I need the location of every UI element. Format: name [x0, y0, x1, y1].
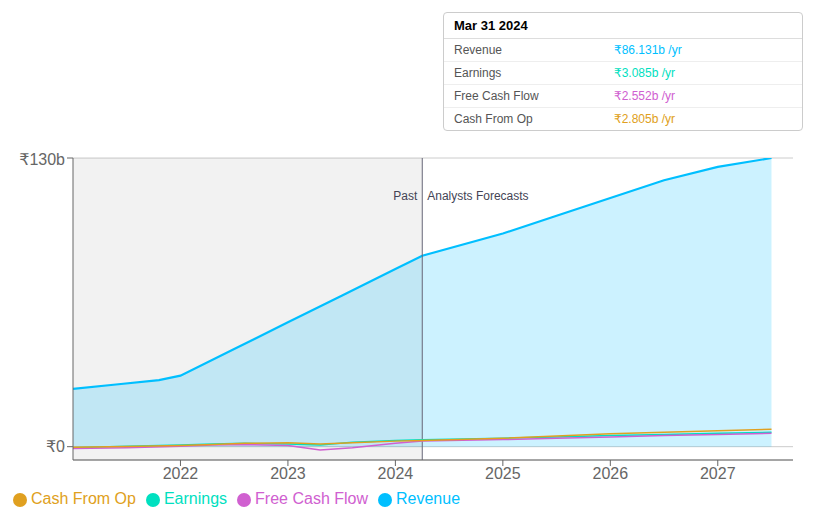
svg-text:2027: 2027 [700, 465, 736, 482]
html-text:Revenue: Revenue [454, 43, 502, 57]
svg-text:2023: 2023 [270, 465, 306, 482]
html-text:₹2.552b /yr: ₹2.552b /yr [614, 89, 675, 103]
svg-text:2026: 2026 [593, 465, 629, 482]
html-text:₹3.085b /yr: ₹3.085b /yr [614, 66, 675, 80]
html-text:Earnings: Earnings [454, 66, 502, 80]
svg-text:₹0: ₹0 [46, 438, 65, 455]
html-text:Revenue: Revenue [396, 490, 460, 507]
html-text:Free Cash Flow: Free Cash Flow [255, 490, 368, 507]
html-text:Cash From Op: Cash From Op [454, 112, 533, 126]
html-text:Mar 31 2024: Mar 31 2024 [454, 18, 528, 33]
html-text:Cash From Op: Cash From Op [31, 490, 136, 507]
html-text:₹86.131b /yr: ₹86.131b /yr [614, 43, 682, 57]
html-text:₹2.805b /yr: ₹2.805b /yr [614, 112, 675, 126]
html-text:Free Cash Flow: Free Cash Flow [454, 89, 539, 103]
html-text:Earnings: Earnings [163, 490, 228, 507]
svg-text:Analysts Forecasts: Analysts Forecasts [427, 189, 528, 203]
svg-text:2024: 2024 [378, 465, 414, 482]
svg-text:2022: 2022 [163, 465, 199, 482]
svg-text:2025: 2025 [485, 465, 521, 482]
svg-text:₹130b: ₹130b [19, 151, 65, 168]
svg-text:Past: Past [393, 189, 418, 203]
